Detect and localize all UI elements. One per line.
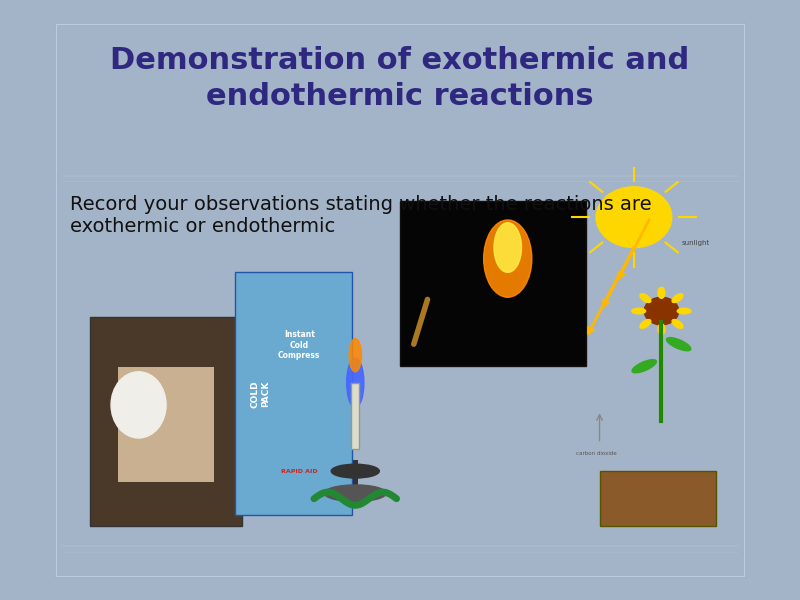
Text: Demonstration of exothermic and
endothermic reactions: Demonstration of exothermic and endother… xyxy=(110,46,690,111)
Ellipse shape xyxy=(666,338,691,351)
Ellipse shape xyxy=(324,485,386,502)
Ellipse shape xyxy=(672,294,683,302)
Ellipse shape xyxy=(484,220,532,297)
Bar xyxy=(90,317,242,526)
Ellipse shape xyxy=(331,464,379,478)
Ellipse shape xyxy=(658,324,665,335)
Text: carbon dioxide: carbon dioxide xyxy=(576,451,617,455)
Ellipse shape xyxy=(640,320,651,328)
Ellipse shape xyxy=(658,287,665,298)
Bar xyxy=(235,272,352,515)
Bar xyxy=(599,471,717,526)
Bar xyxy=(118,367,214,482)
Text: Record your observations stating whether the reactions are
exothermic or endothe: Record your observations stating whether… xyxy=(70,195,651,236)
Ellipse shape xyxy=(349,338,362,372)
Text: Instant
Cold
Compress: Instant Cold Compress xyxy=(278,331,320,360)
Text: COLD
PACK: COLD PACK xyxy=(251,380,270,407)
Ellipse shape xyxy=(640,294,651,302)
Ellipse shape xyxy=(672,320,683,328)
Ellipse shape xyxy=(111,372,166,438)
Bar xyxy=(400,200,586,366)
Bar xyxy=(353,460,358,493)
Text: RAPID AID: RAPID AID xyxy=(281,469,318,474)
Ellipse shape xyxy=(632,308,646,314)
Circle shape xyxy=(644,297,678,325)
Text: sunlight: sunlight xyxy=(682,240,710,246)
Ellipse shape xyxy=(494,223,522,272)
Ellipse shape xyxy=(346,358,364,407)
Circle shape xyxy=(596,187,672,248)
Ellipse shape xyxy=(632,359,657,373)
Ellipse shape xyxy=(678,308,691,314)
Bar xyxy=(351,383,359,449)
